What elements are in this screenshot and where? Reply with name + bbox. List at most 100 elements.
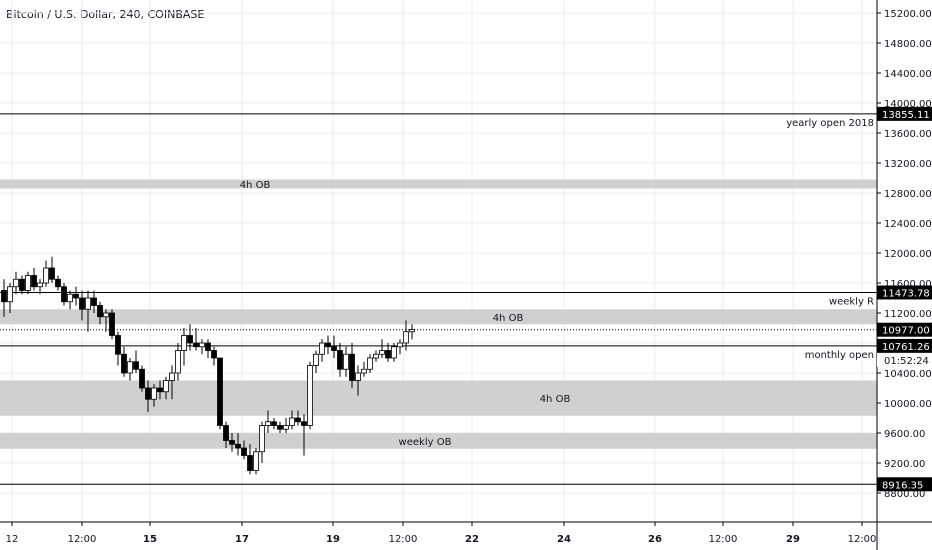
candle-body (259, 425, 265, 453)
candle-body (205, 342, 211, 351)
candle-body (349, 353, 355, 381)
price-tick-label: 8800.00 (884, 489, 925, 500)
countdown-text: 01:52:24 (884, 356, 929, 367)
zone-label: weekly OB (399, 437, 452, 448)
price-label-text: 10977.00 (882, 326, 930, 337)
time-tick-label: 22 (465, 534, 479, 545)
candle-body (289, 417, 295, 426)
candle-body (181, 335, 187, 351)
candle-body (235, 443, 241, 449)
ob-zone (0, 433, 877, 449)
price-tick-label: 10000.00 (884, 399, 932, 410)
candle-body (73, 293, 79, 299)
candle-body (85, 297, 91, 310)
candle-body (151, 387, 157, 400)
level-label: yearly open 2018 (786, 118, 874, 129)
candle-body (247, 455, 253, 471)
candle-body (385, 350, 391, 359)
candle-body (277, 425, 283, 430)
price-tick-label: 12800.00 (884, 189, 932, 200)
candle-body (1, 290, 7, 303)
candle-body (97, 305, 103, 318)
candle-body (157, 387, 163, 393)
candle-body (397, 342, 403, 348)
candle-body (337, 350, 343, 370)
price-label-box (877, 338, 932, 353)
candle-body (61, 286, 67, 303)
price-tick-label: 13200.00 (884, 159, 932, 170)
ob-zone (0, 179, 877, 189)
price-tick-label: 14800.00 (884, 39, 932, 50)
time-tick-label: 17 (235, 534, 249, 545)
candle-body (55, 278, 61, 288)
candle-body (211, 350, 217, 359)
time-tick-label: 12:00 (68, 534, 97, 545)
time-tick-label: 19 (326, 534, 340, 545)
order-block-zones: 4h OB 4h OB 4h OB weekly OB (0, 179, 877, 449)
candle-body (109, 312, 115, 336)
level-label: weekly R (829, 296, 874, 307)
candle-body (223, 425, 229, 441)
price-label-box (877, 477, 932, 492)
candle-body (37, 282, 43, 288)
candle-body (265, 421, 271, 426)
candle-body (355, 372, 361, 381)
candle-body (163, 380, 169, 393)
time-tick-label: 12:00 (389, 534, 418, 545)
price-tick-label: 14000.00 (884, 99, 932, 110)
candle-body (379, 350, 385, 355)
candle-body (241, 447, 247, 456)
zone-label: 4h OB (540, 394, 571, 405)
price-tick-label: 12000.00 (884, 249, 932, 260)
candle-body (139, 368, 145, 389)
price-tick-label: 15200.00 (884, 9, 932, 20)
price-tick-label: 13600.00 (884, 129, 932, 140)
candle-body (145, 387, 151, 400)
price-label-text: 8916.35 (882, 480, 923, 491)
time-tick-label: 29 (786, 534, 800, 545)
candle-body (217, 357, 223, 426)
candle-body (103, 312, 109, 318)
candle-body (319, 342, 325, 355)
price-label-text: 13855.11 (882, 110, 930, 121)
price-label-text: 10761.26 (882, 342, 930, 353)
price-tick-label: 12400.00 (884, 219, 932, 230)
candle-body (169, 372, 175, 381)
candle-body (199, 342, 205, 348)
candle-body (403, 331, 409, 344)
candle-body (271, 421, 277, 426)
candle-body (409, 329, 415, 333)
candle-body (49, 267, 55, 280)
candle-body (193, 342, 199, 348)
candle-body (133, 361, 139, 370)
candle-body (19, 278, 25, 291)
candle-body (121, 353, 127, 374)
candle-body (7, 286, 13, 303)
candle-body (253, 451, 259, 471)
candle-body (325, 342, 331, 348)
price-label-box (877, 106, 932, 121)
time-tick-label: 24 (557, 534, 571, 545)
candle-body (67, 293, 73, 303)
time-tick-label: 12:00 (848, 534, 877, 545)
candle-body (283, 425, 289, 430)
ob-zone (0, 309, 877, 325)
candle-body (115, 335, 121, 355)
candle-body (367, 357, 373, 370)
candle-body (391, 346, 397, 359)
price-tick-label: 11200.00 (884, 309, 932, 320)
candle-body (13, 278, 19, 288)
price-tick-label: 14400.00 (884, 69, 932, 80)
price-label-box (877, 285, 932, 300)
candle-body (31, 275, 37, 288)
price-label-box (877, 322, 932, 337)
time-tick-label: 15 (143, 534, 157, 545)
candle-body (175, 350, 181, 374)
countdown-box (877, 352, 932, 367)
horizontal-levels: yearly open 2018 weekly R monthly open (0, 113, 877, 485)
candle-body (127, 361, 133, 374)
candle-body (43, 267, 49, 284)
candle-body (25, 275, 31, 291)
level-label: monthly open (805, 350, 874, 361)
